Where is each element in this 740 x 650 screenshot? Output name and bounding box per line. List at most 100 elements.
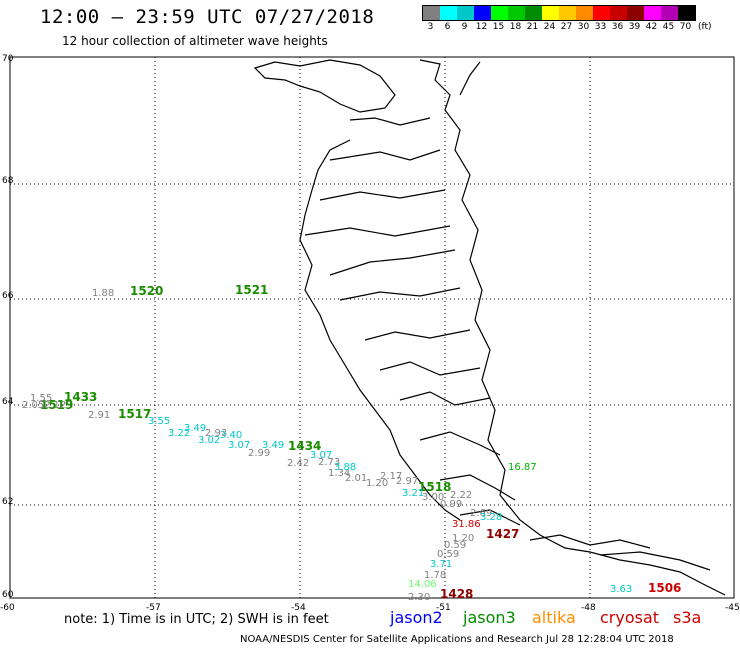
swh-value-label: 3.00: [422, 492, 444, 503]
satellite-name: s3a: [673, 608, 702, 627]
swh-value-label: 14.06: [408, 579, 437, 590]
swh-value-label: 1.34: [328, 468, 350, 479]
pass-time-label: 1434: [288, 439, 321, 453]
swh-value-label: 3.21: [402, 488, 424, 499]
pass-time-label: 1518: [418, 480, 451, 494]
swh-value-label: 2.93: [205, 428, 227, 439]
color-scale-legend: [422, 5, 696, 21]
swh-value-label: 3.07: [310, 450, 332, 461]
swh-value-label: 3.40: [220, 430, 242, 441]
longitude-label: -60: [0, 603, 15, 613]
swh-value-label: 0.59: [444, 540, 466, 551]
legend-label: 3: [427, 22, 434, 32]
longitude-label: -51: [436, 603, 451, 613]
pass-time-label: 1520: [130, 284, 163, 298]
legend-label: 9: [461, 22, 468, 32]
swh-value-label: 31.86: [452, 519, 481, 530]
swh-value-label: 2.12: [44, 400, 66, 411]
legend-label: 12: [475, 22, 488, 32]
latitude-label: 68: [2, 176, 14, 186]
swh-value-label: 0.99: [440, 499, 462, 510]
legend-swatch: [644, 6, 661, 20]
swh-value-label: 3.28: [480, 512, 502, 523]
legend-label: 15: [492, 22, 505, 32]
legend-label: 45: [662, 22, 675, 32]
legend-label: 6: [444, 22, 451, 32]
latitude-label: 64: [2, 397, 14, 407]
pass-time-label: 1428: [440, 587, 473, 601]
swh-value-label: 3.55: [148, 416, 170, 427]
pass-time-label: 1433: [64, 390, 97, 404]
swh-value-label: 0.59: [437, 549, 459, 560]
graticule: [10, 57, 734, 598]
legend-swatch: [542, 6, 559, 20]
swh-value-label: 1.20: [366, 478, 388, 489]
swh-observations: 1.88 1.552.05 2.12 2.91 2.93 2.99 2.42 2.731.34…: [22, 288, 632, 603]
map-subtitle: 12 hour collection of altimeter wave hei…: [62, 34, 328, 48]
satellite-name: jason2: [390, 608, 443, 627]
legend-label: 42: [645, 22, 658, 32]
legend-unit: (ft): [698, 22, 712, 32]
latitude-label: 62: [2, 497, 13, 507]
legend-swatch: [474, 6, 491, 20]
swh-value-label: 2.97: [396, 476, 418, 487]
legend-label: 70: [679, 22, 692, 32]
swh-value-label: 2.17: [380, 471, 402, 482]
legend-swatch: [610, 6, 627, 20]
pass-time-label: 1517: [118, 407, 151, 421]
credit-footer: NOAA/NESDIS Center for Satellite Applica…: [240, 634, 674, 645]
swh-value-label: 2.01: [345, 473, 367, 484]
swh-value-label: 2.73: [318, 457, 340, 468]
swh-value-label: 2.42: [287, 458, 309, 469]
latitude-label: 70: [2, 54, 14, 64]
swh-value-label: 16.87: [508, 462, 537, 473]
swh-value-label: 3.49: [184, 423, 206, 434]
legend-swatch: [440, 6, 457, 20]
legend-label: 33: [594, 22, 607, 32]
swh-value-label: 2.69: [470, 508, 492, 519]
legend-swatch: [576, 6, 593, 20]
plot-frame: [9, 56, 735, 599]
satellite-name: cryosat: [600, 608, 660, 627]
swh-value-label: 3.49: [262, 440, 284, 451]
swh-value-label: 1.20: [452, 533, 474, 544]
legend-swatch: [661, 6, 678, 20]
longitude-label: -57: [146, 603, 161, 613]
longitude-label: -54: [291, 603, 306, 613]
swh-value-label: 2.30: [408, 592, 430, 603]
greenland-coastline: [253, 59, 726, 596]
legend-label: 36: [611, 22, 624, 32]
swh-value-label: 3.63: [610, 584, 632, 595]
pass-time-label: 1521: [235, 283, 268, 297]
swh-value-label: 3.07: [228, 440, 250, 451]
swh-value-label: 2.99: [248, 448, 270, 459]
legend-label: 18: [509, 22, 522, 32]
swh-value-label: 3.88: [334, 462, 356, 473]
swh-value-label: 2.05: [22, 400, 44, 411]
legend-swatch: [423, 6, 440, 20]
legend-swatch: [627, 6, 644, 20]
legend-swatch: [678, 6, 695, 20]
swh-value-label: 2.91: [88, 410, 110, 421]
legend-swatch: [457, 6, 474, 20]
legend-swatch: [559, 6, 576, 20]
swh-value-label: 3.71: [430, 559, 452, 570]
legend-label: 21: [526, 22, 539, 32]
swh-value-label: 1.55: [30, 393, 52, 404]
swh-value-label: 2.22: [450, 490, 472, 501]
axis-labels: 70 68 66 64 62 60 -60 -57 -54 -51 -48 -45: [0, 54, 740, 613]
legend-swatch: [525, 6, 542, 20]
legend-swatch: [491, 6, 508, 20]
swh-value-label: 3.02: [198, 435, 220, 446]
legend-swatch: [508, 6, 525, 20]
pass-time-label: 1427: [486, 527, 519, 541]
legend-label: 39: [628, 22, 641, 32]
latitude-label: 60: [2, 590, 14, 600]
map-title: 12:00 – 23:59 UTC 07/27/2018: [40, 6, 375, 28]
longitude-label: -48: [581, 603, 596, 613]
swh-value-label: 1.78: [424, 570, 446, 581]
legend-label: 30: [577, 22, 590, 32]
legend-label: 24: [543, 22, 556, 32]
